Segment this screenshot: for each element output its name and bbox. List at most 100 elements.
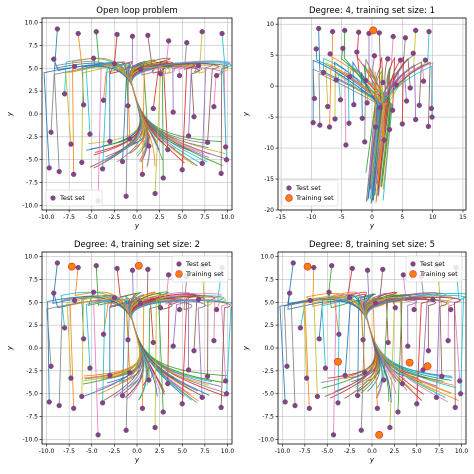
y-tick-label: -10	[264, 145, 274, 152]
test-point	[322, 365, 329, 371]
test-point	[204, 139, 211, 145]
y-tick-label: -10.0	[22, 202, 38, 209]
y-axis-label: y	[6, 345, 14, 351]
test-point	[199, 160, 205, 167]
test-point	[311, 95, 318, 102]
x-tick-label: -2.5	[109, 448, 121, 455]
legend-label: Test set	[419, 260, 445, 268]
test-point	[123, 193, 129, 199]
test-point	[342, 372, 348, 379]
x-tick-label: 2.5	[155, 214, 165, 221]
y-tick-label: 5	[270, 52, 274, 59]
legend-label: Test set	[185, 260, 211, 268]
trajectory-line	[379, 56, 396, 183]
trajectory-line	[329, 64, 386, 204]
test-point	[346, 120, 352, 126]
x-tick-label: 0	[370, 214, 374, 221]
legend-label: Test set	[59, 194, 85, 202]
test-point	[346, 74, 353, 80]
test-point	[160, 175, 166, 181]
test-point	[150, 105, 156, 112]
legend-label: Training set	[295, 194, 334, 202]
x-tick-label: 15	[459, 214, 467, 221]
test-point	[68, 375, 74, 381]
training-point	[405, 358, 414, 367]
test-point	[315, 25, 322, 32]
legend-label: Training set	[185, 270, 224, 278]
test-point	[399, 121, 405, 127]
test-point	[166, 38, 172, 44]
test-point	[362, 139, 368, 145]
test-point	[125, 103, 131, 109]
x-tick-label: 7.5	[434, 448, 444, 455]
test-point	[386, 126, 393, 133]
trajectory-line	[131, 265, 221, 383]
test-point	[399, 381, 406, 387]
test-point	[129, 267, 136, 273]
test-point	[90, 55, 97, 61]
x-tick-label: -7.5	[299, 448, 311, 455]
legend-label: Test set	[295, 184, 321, 192]
test-point	[80, 102, 87, 108]
y-tick-label: -10.0	[258, 436, 274, 443]
trajectory-line	[372, 61, 422, 193]
test-point	[413, 27, 419, 34]
test-point	[439, 373, 445, 379]
axes-frame	[41, 251, 233, 445]
test-point	[127, 136, 133, 142]
legend: Test set Training set	[281, 179, 339, 207]
y-tick-label: -7.5	[262, 414, 274, 421]
test-point	[410, 50, 416, 56]
y-tick-label: -20	[264, 207, 274, 214]
test-point	[56, 402, 62, 409]
y-tick-label: 2.5	[28, 88, 38, 95]
legend: Test set	[45, 189, 103, 207]
trajectory-line	[127, 300, 232, 394]
test-point	[320, 69, 327, 76]
test-point	[56, 168, 62, 175]
test-point	[430, 296, 436, 303]
test-point	[170, 109, 176, 115]
test-point	[179, 401, 185, 407]
y-tick-label: -7.5	[26, 414, 38, 421]
y-tick-label: 2.5	[28, 322, 38, 329]
test-point	[337, 97, 344, 103]
test-point	[195, 62, 202, 69]
test-point	[457, 391, 464, 397]
test-point	[433, 394, 440, 401]
x-axis-label: y	[134, 222, 140, 230]
test-point	[364, 267, 371, 273]
x-tick-label: 5	[400, 214, 404, 221]
test-point	[46, 165, 52, 171]
x-tick-label: -5.0	[321, 448, 333, 455]
test-point	[354, 49, 360, 55]
training-point	[303, 262, 312, 271]
trajectory-line	[373, 71, 385, 176]
x-tick-label: -7.5	[63, 448, 75, 455]
test-point	[397, 57, 404, 63]
test-point	[372, 124, 379, 130]
test-point	[290, 260, 296, 266]
test-point	[371, 53, 378, 59]
y-tick-label: 10.0	[25, 20, 39, 27]
test-point	[411, 306, 417, 313]
test-point	[425, 123, 432, 130]
y-tick-label: 2.5	[264, 322, 274, 329]
test-point	[51, 56, 57, 62]
test-point	[420, 367, 426, 373]
y-tick-label: -10.0	[22, 436, 38, 443]
y-tick-label: 10.0	[25, 254, 39, 261]
test-point	[333, 77, 339, 83]
test-point	[75, 30, 81, 37]
test-point	[405, 343, 411, 349]
test-point	[165, 147, 171, 153]
test-point	[150, 339, 156, 346]
test-point	[71, 63, 78, 70]
training-point	[134, 261, 143, 270]
test-point	[199, 394, 205, 401]
trajectory-line	[299, 296, 383, 389]
x-tick-label: 2.5	[155, 448, 165, 455]
x-tick-label: 10.0	[455, 448, 469, 455]
test-point	[390, 33, 396, 40]
x-tick-label: 10	[429, 214, 437, 221]
